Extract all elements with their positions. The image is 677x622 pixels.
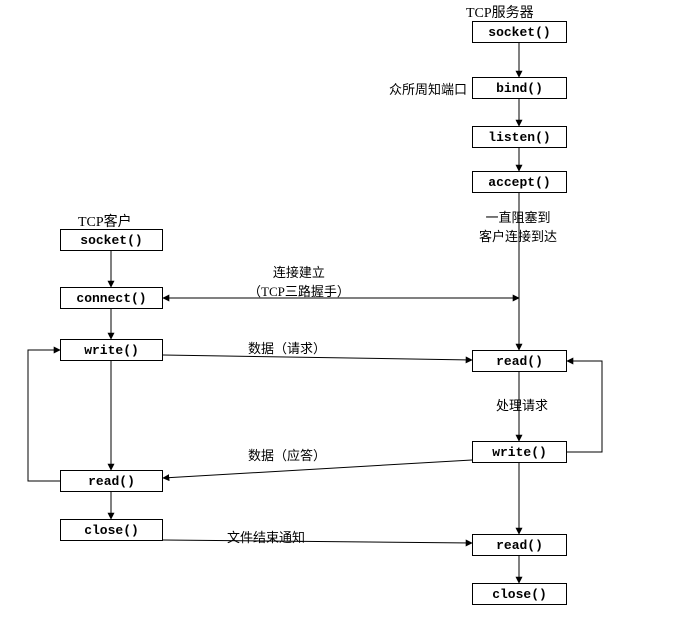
- label-lbl_conn: 连接建立 （TCP三路握手）: [248, 262, 350, 300]
- label-lbl_resp: 数据（应答）: [248, 445, 326, 464]
- label-lbl_server_title: TCP服务器: [466, 2, 534, 22]
- label-lbl_port: 众所周知端口: [389, 79, 467, 98]
- label-lbl_client_title: TCP客户: [78, 211, 132, 231]
- node-cli_write: write(): [60, 339, 163, 361]
- flowchart-canvas: socket() bind() listen() accept() read() writ…: [0, 0, 677, 622]
- node-srv_socket: socket(): [472, 21, 567, 43]
- node-srv_bind: bind(): [472, 77, 567, 99]
- label-lbl_block: 一直阻塞到 客户连接到达: [479, 207, 557, 245]
- node-srv_listen: listen(): [472, 126, 567, 148]
- edge-cli_close-to-srv_read2: [163, 540, 472, 543]
- edge-cli_read-to-cli_write: [28, 350, 60, 481]
- node-srv_write: write(): [472, 441, 567, 463]
- label-lbl_process: 处理请求: [496, 395, 548, 414]
- node-cli_read: read(): [60, 470, 163, 492]
- node-srv_read1: read(): [472, 350, 567, 372]
- node-cli_connect: connect(): [60, 287, 163, 309]
- label-lbl_eof: 文件结束通知: [227, 527, 305, 546]
- node-cli_close: close(): [60, 519, 163, 541]
- node-cli_socket: socket(): [60, 229, 163, 251]
- label-lbl_req: 数据（请求）: [248, 338, 326, 357]
- edge-srv_write-to-srv_read1: [567, 361, 602, 452]
- node-srv_close: close(): [472, 583, 567, 605]
- node-srv_read2: read(): [472, 534, 567, 556]
- node-srv_accept: accept(): [472, 171, 567, 193]
